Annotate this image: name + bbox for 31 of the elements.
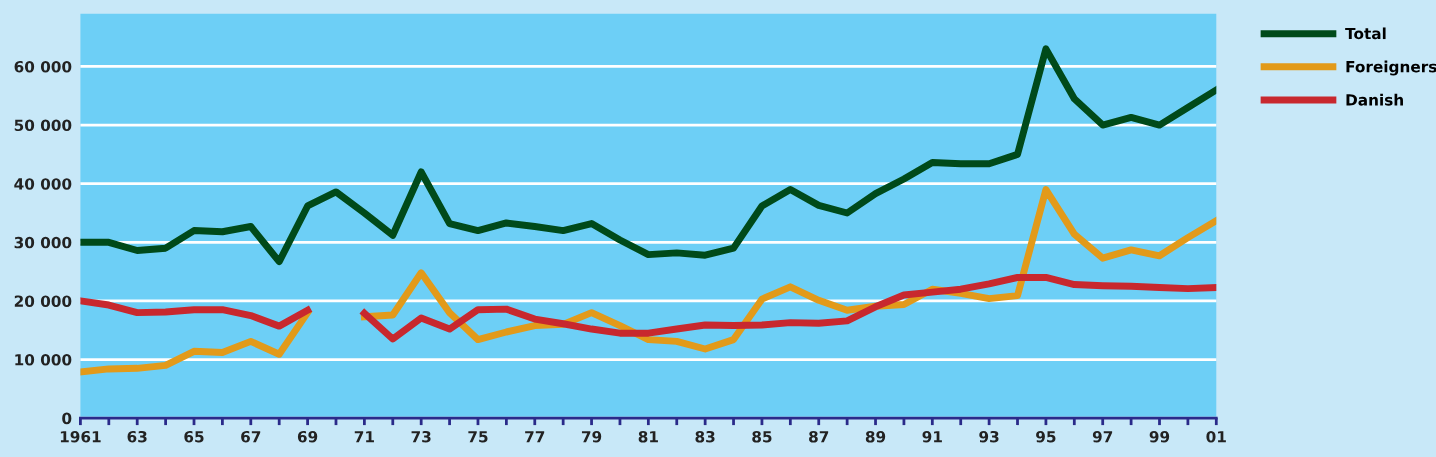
x-tick-label: 1961 bbox=[60, 430, 101, 443]
x-tick-label: 95 bbox=[1036, 430, 1056, 443]
y-tick-label: 50 000 bbox=[14, 119, 72, 132]
y-tick-label: 60 000 bbox=[14, 60, 72, 73]
y-tick-label: 0 bbox=[62, 412, 72, 425]
x-tick-label: 69 bbox=[297, 430, 318, 443]
x-tick-label: 01 bbox=[1206, 430, 1226, 443]
y-tick-label: 40 000 bbox=[14, 178, 72, 190]
x-tick-label: 73 bbox=[411, 430, 431, 443]
x-tick-label: 79 bbox=[581, 430, 602, 443]
x-tick-label: 87 bbox=[809, 430, 829, 443]
x-tick-label: 65 bbox=[184, 430, 204, 443]
x-tick-label: 81 bbox=[638, 430, 658, 443]
x-tick-label: 93 bbox=[979, 430, 999, 443]
x-tick-label: 97 bbox=[1092, 430, 1113, 443]
x-tick-label: 99 bbox=[1149, 430, 1170, 443]
x-tick-label: 83 bbox=[695, 430, 715, 443]
legend-label: Danish bbox=[1346, 93, 1403, 106]
x-tick-label: 75 bbox=[468, 431, 488, 443]
x-tick-label: 85 bbox=[752, 430, 772, 443]
legend-label: Total bbox=[1345, 27, 1386, 40]
y-tick-label: 20 000 bbox=[14, 295, 72, 307]
x-tick-label: 91 bbox=[922, 430, 942, 443]
x-tick-label: 67 bbox=[241, 430, 261, 443]
x-tick-label: 71 bbox=[354, 431, 374, 443]
x-tick-label: 89 bbox=[865, 430, 886, 443]
y-tick-label: 30 000 bbox=[14, 236, 72, 249]
x-tick-label: 77 bbox=[525, 431, 545, 443]
x-tick-label: 63 bbox=[127, 430, 147, 443]
legend-label: Foreigners bbox=[1346, 60, 1436, 76]
y-tick-label: 10 000 bbox=[15, 354, 72, 366]
